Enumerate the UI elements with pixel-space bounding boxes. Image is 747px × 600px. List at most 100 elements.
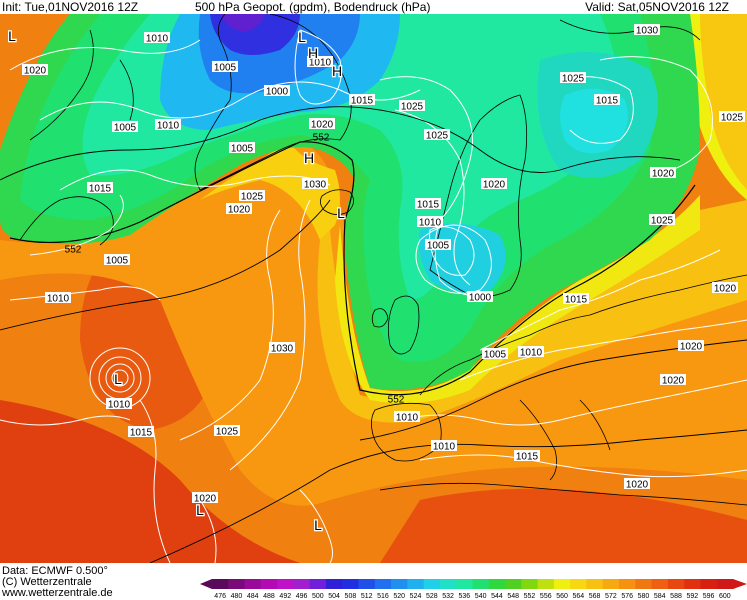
legend-value: 580 <box>638 593 650 600</box>
legend-swatch <box>277 579 294 589</box>
isobar-label: 1005 <box>106 256 129 267</box>
high-pressure-marker: H <box>332 63 342 79</box>
isobar-label: 1020 <box>626 480 649 491</box>
legend-swatch <box>521 579 539 589</box>
legend-swatch <box>391 579 408 589</box>
legend-swatch <box>488 579 506 589</box>
isobar-label: 1025 <box>241 192 264 203</box>
legend-value: 520 <box>393 593 405 600</box>
legend-arrow-high <box>733 579 747 589</box>
legend-value: 496 <box>296 593 308 600</box>
isobar-label-bg <box>239 190 265 201</box>
geopotential-label: 552 <box>313 133 330 144</box>
isobar-label-bg <box>212 61 238 72</box>
isobar-label-bg <box>481 178 507 189</box>
legend-value: 576 <box>621 593 633 600</box>
legend-swatch <box>325 579 343 589</box>
isobar-label: 1010 <box>157 121 180 132</box>
low-pressure-marker: L <box>114 371 122 387</box>
isobar-label-bg <box>712 282 738 293</box>
legend-arrow-low <box>200 579 212 589</box>
isobar-label-bg <box>467 291 493 302</box>
high-pressure-marker: H <box>304 150 314 166</box>
init-time: Init: Tue,01NOV2016 12Z <box>2 0 139 14</box>
copyright: (C) Wetterzentrale <box>2 576 92 588</box>
coastlines <box>19 14 747 506</box>
isobar-label-bg <box>214 425 240 436</box>
legend-value: 544 <box>491 593 503 600</box>
legend-value: 488 <box>263 593 275 600</box>
isobar-label-bg <box>226 203 252 214</box>
website-link[interactable]: www.wetterzentrale.de <box>2 587 113 599</box>
legend-value: 540 <box>475 593 487 600</box>
isobar-label: 1005 <box>114 123 137 134</box>
data-source: Data: ECMWF 0.500° <box>2 565 108 577</box>
isobar-labels: 1010 1020 1005 1010 1000 1015 1005 1010 1020 1005… <box>22 24 745 505</box>
isobar-label-bg <box>660 374 686 385</box>
isobar-label-bg <box>634 24 660 35</box>
low-pressure-marker: L <box>337 205 345 221</box>
isobar-label: 1010 <box>146 34 169 45</box>
isobar-label: 1015 <box>516 452 539 463</box>
isobar-label-bg <box>104 254 130 265</box>
legend-swatch <box>293 579 311 589</box>
isobar-label: 1025 <box>216 427 239 438</box>
legend-value: 516 <box>377 593 389 600</box>
legend-swatch <box>212 579 229 589</box>
isobar-label-bg <box>45 292 71 303</box>
isobar-label: 1025 <box>426 131 449 142</box>
isobar-label: 1000 <box>469 293 492 304</box>
isobar-label: 1025 <box>562 74 585 85</box>
isobar-label: 1030 <box>271 344 294 355</box>
legend-value: 560 <box>556 593 568 600</box>
isobar-label: 1000 <box>266 87 289 98</box>
isobar-label: 1020 <box>483 180 506 191</box>
legend-value: 556 <box>540 593 552 600</box>
legend-swatch <box>553 579 571 589</box>
isobar-label: 1015 <box>417 200 440 211</box>
legend-value: 592 <box>686 593 698 600</box>
isobar-label-bg <box>269 342 295 353</box>
isobar-label: 1030 <box>636 26 659 37</box>
low-pressure-marker: L <box>8 28 16 44</box>
high-pressure-marker: H <box>308 45 318 61</box>
isobar-label-bg <box>87 182 113 193</box>
isobar-label: 1020 <box>714 284 737 295</box>
legend-swatch <box>602 579 620 589</box>
legend-swatch <box>374 579 392 589</box>
legend-swatch <box>651 579 669 589</box>
isobar-label: 1010 <box>309 58 332 69</box>
legend-swatch <box>570 579 587 589</box>
isobar-label: 1025 <box>401 102 424 113</box>
legend-value: 508 <box>345 593 357 600</box>
legend-swatch <box>244 579 262 589</box>
isobar-label-bg <box>649 214 675 225</box>
isobar-label-bg <box>349 94 375 105</box>
legend-value: 524 <box>410 593 422 600</box>
isobar-label: 1005 <box>214 63 237 74</box>
legend-swatch <box>667 579 685 589</box>
isobar-label-bg <box>563 293 589 304</box>
legend-swatch <box>537 579 555 589</box>
geopotential-label: 552 <box>388 395 405 406</box>
legend-swatch <box>228 579 246 589</box>
valid-time: Valid: Sat,05NOV2016 12Z <box>585 0 729 14</box>
isobar-label-bg <box>128 426 154 437</box>
legend-value: 500 <box>312 593 324 600</box>
isobar-label-bg <box>425 239 451 250</box>
isobar-label-bg <box>399 100 425 111</box>
isobar-label-bg <box>192 492 218 503</box>
weather-map: 1010 1020 1005 1010 1000 1015 1005 1010 1020 1005… <box>0 14 747 563</box>
isobar-label-bg <box>624 478 650 489</box>
legend-value: 492 <box>279 593 291 600</box>
legend-value: 588 <box>670 593 682 600</box>
legend-value: 528 <box>426 593 438 600</box>
isobar-label: 1010 <box>396 413 419 424</box>
isobar-label: 1010 <box>47 294 70 305</box>
isobar-label: 1020 <box>194 494 217 505</box>
isobar-label-bg <box>417 216 443 227</box>
legend-value: 600 <box>719 593 731 600</box>
legend-swatch <box>716 579 734 589</box>
legend-value: 552 <box>524 593 536 600</box>
